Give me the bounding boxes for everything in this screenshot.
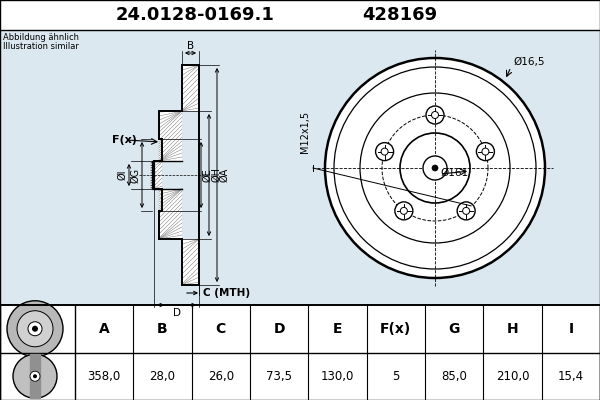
Text: A: A (99, 322, 110, 336)
Text: B: B (187, 41, 194, 51)
Text: ØH: ØH (211, 168, 221, 182)
Text: 358,0: 358,0 (88, 370, 121, 383)
Bar (159, 189, 182, 239)
Circle shape (325, 58, 545, 278)
Bar (159, 111, 182, 161)
Circle shape (482, 148, 489, 155)
Text: 428169: 428169 (362, 6, 437, 24)
Text: ®: ® (467, 165, 479, 175)
Text: G: G (448, 322, 460, 336)
Text: C (MTH): C (MTH) (203, 288, 250, 298)
Text: F(x): F(x) (112, 135, 137, 145)
Text: D: D (173, 308, 181, 318)
Text: 5: 5 (392, 370, 400, 383)
Text: ØA: ØA (219, 168, 229, 182)
Text: 15,4: 15,4 (558, 370, 584, 383)
Text: 130,0: 130,0 (321, 370, 354, 383)
Bar (154, 161, 162, 189)
Text: 24.0128-0169.1: 24.0128-0169.1 (116, 6, 274, 24)
Text: E: E (333, 322, 342, 336)
Text: ØE: ØE (203, 168, 212, 182)
Text: B: B (157, 322, 168, 336)
Text: ØG: ØG (130, 168, 140, 182)
Text: 210,0: 210,0 (496, 370, 529, 383)
Circle shape (381, 148, 388, 155)
Bar (30, 354, 40, 398)
Text: Ø161: Ø161 (440, 168, 468, 178)
Circle shape (463, 207, 470, 214)
Circle shape (7, 301, 63, 357)
Circle shape (426, 106, 444, 124)
Circle shape (13, 354, 57, 398)
Circle shape (395, 202, 413, 220)
Text: 28,0: 28,0 (149, 370, 176, 383)
Text: ØI: ØI (117, 170, 127, 180)
Circle shape (431, 112, 439, 118)
Text: Illustration similar: Illustration similar (3, 42, 79, 51)
Text: F(x): F(x) (380, 322, 412, 336)
Text: Abbildung ähnlich: Abbildung ähnlich (3, 33, 79, 42)
Circle shape (476, 143, 494, 161)
Circle shape (30, 371, 40, 381)
Bar (0, 305, 600, 400)
Circle shape (423, 156, 447, 180)
Text: M12x1,5: M12x1,5 (300, 111, 310, 153)
Text: Ø16,5: Ø16,5 (513, 57, 545, 67)
Text: C: C (216, 322, 226, 336)
Text: 26,0: 26,0 (208, 370, 234, 383)
Circle shape (28, 322, 42, 336)
Bar (182, 65, 199, 111)
Circle shape (32, 326, 38, 332)
Bar (0, 0, 600, 30)
Bar (159, 139, 162, 161)
Text: ATE: ATE (418, 131, 492, 165)
Bar (159, 189, 162, 211)
Bar (182, 239, 199, 285)
Text: I: I (568, 322, 574, 336)
Text: 73,5: 73,5 (266, 370, 292, 383)
Circle shape (400, 207, 407, 214)
Circle shape (17, 311, 53, 347)
Circle shape (376, 143, 394, 161)
Circle shape (33, 374, 37, 378)
Circle shape (432, 165, 438, 171)
Bar (0, 30, 600, 305)
Text: 85,0: 85,0 (441, 370, 467, 383)
Circle shape (457, 202, 475, 220)
Text: H: H (506, 322, 518, 336)
Text: D: D (274, 322, 285, 336)
